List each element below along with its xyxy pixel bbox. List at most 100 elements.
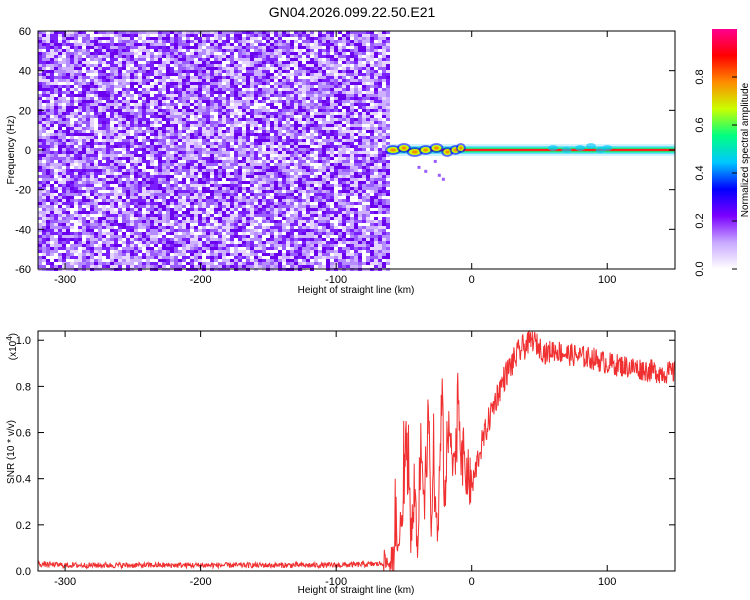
spectrogram-cell	[146, 121, 150, 124]
spectrogram-cell	[150, 184, 154, 187]
spectrogram-cell	[138, 202, 142, 205]
spectrogram-cell	[110, 145, 114, 148]
spectrogram-cell	[202, 172, 206, 175]
spectrogram-cell	[218, 82, 222, 85]
spectrogram-cell	[314, 91, 318, 94]
spectrogram-cell	[74, 31, 78, 34]
spectrogram-cell	[282, 181, 286, 184]
spectrogram-cell	[254, 262, 258, 265]
spectrogram-cell	[78, 265, 82, 268]
spectrogram-cell	[122, 250, 126, 253]
spectrogram-cell	[266, 58, 270, 61]
spectrogram-cell	[218, 148, 222, 151]
spectrogram-cell	[194, 148, 198, 151]
spectrogram-cell	[118, 199, 122, 202]
spectrogram-cell	[238, 37, 242, 40]
spectrogram-cell	[106, 34, 110, 37]
spectrogram-cell	[154, 130, 158, 133]
spectrogram-cell	[74, 178, 78, 181]
spectrogram-cell	[154, 46, 158, 49]
spectrogram-cell	[194, 202, 198, 205]
spectrogram-cell	[198, 265, 202, 268]
spectrogram-cell	[234, 220, 238, 223]
spectrogram-cell	[46, 148, 50, 151]
spectrogram-cell	[254, 214, 258, 217]
spectrogram-cell	[166, 160, 170, 163]
spectrogram-cell	[102, 148, 106, 151]
spectrogram-cell	[82, 241, 86, 244]
spectrogram-cell	[246, 94, 250, 97]
spectrogram-cell	[234, 253, 238, 256]
spectrogram-cell	[86, 109, 90, 112]
spectrogram-cell	[246, 223, 250, 226]
spectrogram-cell	[282, 256, 286, 259]
spectrogram-cell	[186, 94, 190, 97]
spectrogram-cell	[318, 73, 322, 76]
spectrogram-cell	[306, 37, 310, 40]
spectrogram-cell	[318, 235, 322, 238]
spectrogram-cell	[122, 61, 126, 64]
spectrogram-cell	[114, 166, 118, 169]
spectrogram-cell	[278, 193, 282, 196]
spectrogram-cell	[178, 46, 182, 49]
spectrogram-cell	[270, 199, 274, 202]
spectrogram-cell	[214, 178, 218, 181]
spectrogram-cell	[90, 259, 94, 262]
spectrogram-cell	[94, 178, 98, 181]
spectrogram-cell	[238, 139, 242, 142]
spectrogram-cell	[206, 157, 210, 160]
spectrogram-cell	[314, 154, 318, 157]
spectrogram-cell	[254, 145, 258, 148]
spectrogram-cell	[282, 142, 286, 145]
spectrogram-cell	[142, 58, 146, 61]
spectrogram-cell	[110, 94, 114, 97]
spectrogram-cell	[282, 259, 286, 262]
spectrogram-cell	[194, 265, 198, 268]
spectrogram-cell	[62, 34, 66, 37]
spectrogram-cell	[90, 262, 94, 265]
spectrogram-cell	[238, 82, 242, 85]
spectrogram-cell	[42, 106, 46, 109]
spectrogram-cell	[246, 70, 250, 73]
spectrogram-cell	[266, 124, 270, 127]
spectrogram-cell	[318, 82, 322, 85]
spectrogram-cell	[134, 154, 138, 157]
spectrogram-cell	[134, 253, 138, 256]
spectrogram-cell	[114, 205, 118, 208]
spectrogram-cell	[106, 73, 110, 76]
spectrogram-cell	[274, 169, 278, 172]
spectrogram-cell	[250, 190, 254, 193]
spectrogram-cell	[58, 265, 62, 268]
spectrogram-cell	[114, 130, 118, 133]
spectrogram-cell	[190, 190, 194, 193]
spectrogram-cell	[118, 124, 122, 127]
spectrogram-cell	[270, 76, 274, 79]
spectrogram-cell	[110, 253, 114, 256]
spectrogram-cell	[214, 100, 218, 103]
spectrogram-cell	[154, 133, 158, 136]
spectrogram-cell	[122, 112, 126, 115]
spectrogram-cell	[194, 154, 198, 157]
spectrogram-cell	[162, 79, 166, 82]
spectrogram-cell	[150, 127, 154, 130]
spectrogram-cell	[306, 172, 310, 175]
spectrogram-cell	[230, 88, 234, 91]
spectrogram-cell	[58, 67, 62, 70]
spectrogram-cell	[70, 133, 74, 136]
spectrogram-cell	[162, 151, 166, 154]
spectrogram-cell	[122, 40, 126, 43]
spectrogram-cell	[170, 229, 174, 232]
spectrogram-cell	[42, 238, 46, 241]
spectrogram-cell	[202, 130, 206, 133]
spectrogram-cell	[66, 232, 70, 235]
spectrogram-cell	[50, 67, 54, 70]
spectrogram-cell	[190, 169, 194, 172]
spectrogram-cell	[266, 214, 270, 217]
spectrogram-cell	[130, 190, 134, 193]
spectrogram-cell	[234, 262, 238, 265]
spectrogram-cell	[110, 31, 114, 34]
spectrogram-cell	[174, 172, 178, 175]
spectrogram-cell	[298, 160, 302, 163]
spectrogram-cell	[134, 256, 138, 259]
spectrogram-cell	[86, 37, 90, 40]
